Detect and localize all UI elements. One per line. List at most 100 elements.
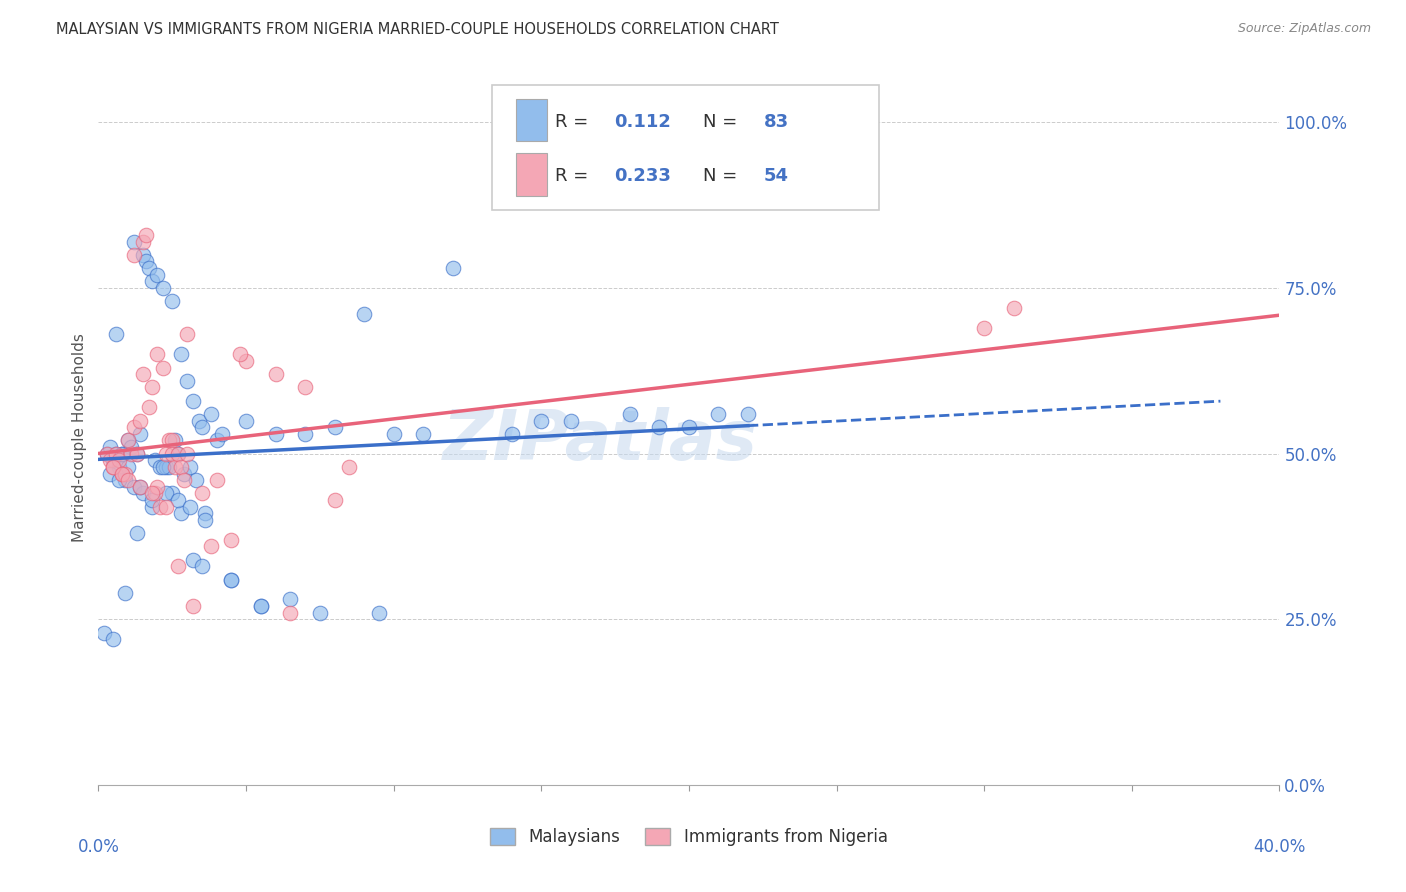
Point <box>117 473 139 487</box>
Point <box>294 380 316 394</box>
Text: N =: N = <box>703 112 742 130</box>
Point <box>167 447 190 461</box>
Point <box>108 473 131 487</box>
Point <box>530 413 553 427</box>
Point <box>221 533 243 547</box>
Point <box>111 447 134 461</box>
Point <box>1002 301 1025 315</box>
Point <box>280 606 302 620</box>
Point <box>114 586 136 600</box>
Point <box>707 407 730 421</box>
Point <box>187 413 209 427</box>
Text: 40.0%: 40.0% <box>1253 838 1306 856</box>
Point <box>155 459 177 474</box>
Point <box>105 447 128 461</box>
Point <box>135 227 157 242</box>
Point <box>128 426 150 441</box>
Point <box>264 426 287 441</box>
Text: 54: 54 <box>763 167 789 186</box>
Point <box>167 493 190 508</box>
Point <box>368 606 391 620</box>
Point <box>111 467 134 481</box>
Point <box>176 327 198 342</box>
Point <box>157 434 180 448</box>
Point <box>132 235 155 249</box>
Point <box>170 459 193 474</box>
Point <box>155 486 177 500</box>
Point <box>200 540 222 554</box>
Point <box>120 440 142 454</box>
Point <box>176 374 198 388</box>
Point <box>146 480 169 494</box>
Point <box>125 447 148 461</box>
Point <box>501 426 523 441</box>
Point <box>96 447 118 461</box>
Point <box>323 420 346 434</box>
Text: R =: R = <box>555 167 595 186</box>
Point <box>173 473 195 487</box>
Point <box>128 480 150 494</box>
Point <box>138 261 160 276</box>
Point <box>141 380 163 394</box>
Point <box>165 459 187 474</box>
Legend: Malaysians, Immigrants from Nigeria: Malaysians, Immigrants from Nigeria <box>484 822 894 853</box>
Point <box>111 447 134 461</box>
Point <box>619 407 641 421</box>
Point <box>143 453 166 467</box>
Point <box>200 407 222 421</box>
Point <box>143 486 166 500</box>
Text: N =: N = <box>703 167 742 186</box>
Point <box>122 248 145 262</box>
Point <box>132 248 155 262</box>
Point <box>167 447 190 461</box>
Point <box>125 526 148 541</box>
Point <box>132 486 155 500</box>
Point <box>382 426 405 441</box>
Point <box>152 459 174 474</box>
Point <box>111 467 134 481</box>
Point <box>211 426 233 441</box>
Point <box>162 447 183 461</box>
Point <box>146 347 169 361</box>
Point <box>103 453 125 467</box>
Point <box>98 467 121 481</box>
Point <box>122 480 145 494</box>
Point <box>114 467 136 481</box>
Point <box>323 493 346 508</box>
Point <box>108 453 131 467</box>
Text: 0.0%: 0.0% <box>77 838 120 856</box>
Point <box>280 592 302 607</box>
Point <box>309 606 332 620</box>
Point <box>205 434 228 448</box>
Point <box>141 493 163 508</box>
Point <box>98 440 121 454</box>
Point <box>339 459 361 474</box>
Point <box>176 447 198 461</box>
Point <box>191 559 214 574</box>
Point <box>221 573 243 587</box>
Text: R =: R = <box>555 112 595 130</box>
Point <box>141 500 163 514</box>
Point <box>149 459 172 474</box>
Point <box>132 367 155 381</box>
Point <box>149 500 172 514</box>
Point <box>181 599 204 613</box>
Point <box>141 486 163 500</box>
Point <box>125 447 148 461</box>
Point <box>294 426 316 441</box>
Point <box>173 467 195 481</box>
Point <box>235 413 257 427</box>
Point <box>138 401 160 415</box>
Point <box>250 599 273 613</box>
Point <box>152 281 174 295</box>
Y-axis label: Married-couple Households: Married-couple Households <box>72 333 87 541</box>
Point <box>353 308 375 322</box>
Point <box>93 625 115 640</box>
Point <box>162 294 183 309</box>
Text: MALAYSIAN VS IMMIGRANTS FROM NIGERIA MARRIED-COUPLE HOUSEHOLDS CORRELATION CHART: MALAYSIAN VS IMMIGRANTS FROM NIGERIA MAR… <box>56 22 779 37</box>
Point <box>191 486 214 500</box>
Text: ZIPatlas: ZIPatlas <box>443 407 758 474</box>
Point <box>155 447 177 461</box>
Point <box>146 268 169 282</box>
Point <box>157 459 180 474</box>
